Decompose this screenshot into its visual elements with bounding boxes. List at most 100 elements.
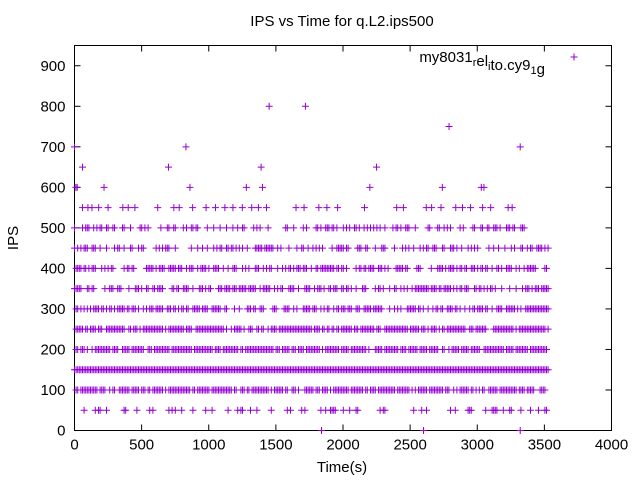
data-point [399,204,407,212]
x-tick-label: 0 [70,437,78,454]
y-tick-label: 900 [40,58,65,75]
data-point [171,406,179,414]
x-tick-label: 3000 [461,437,494,454]
data-point [426,224,434,232]
data-point [235,305,243,313]
data-point [71,143,78,151]
data-point [344,244,352,252]
data-point [203,244,211,252]
data-point [229,204,237,212]
data-point [378,305,386,313]
data-point [245,264,253,272]
data-point [211,204,219,212]
data-point [120,244,128,252]
data-point [438,183,446,191]
data-point [165,244,173,252]
data-point [391,244,398,252]
data-point [360,204,368,212]
data-point [371,244,379,252]
data-point [182,143,190,151]
data-point [80,406,88,414]
data-point [544,285,552,293]
data-point [511,244,518,252]
data-point [124,204,132,212]
data-point [139,244,147,252]
data-point [428,204,436,212]
data-point [352,285,360,293]
data-point [256,224,264,232]
data-point [279,285,286,293]
data-points [71,102,552,434]
data-point [384,264,392,272]
data-point [507,406,515,414]
data-point [410,406,418,414]
y-axis-label: IPS [5,226,22,250]
data-point [499,406,507,414]
data-point [543,345,550,353]
data-point [265,102,273,110]
x-tick-label: 2500 [393,437,426,454]
data-point [373,163,381,171]
data-point [71,224,78,232]
data-point [301,102,309,110]
data-point [318,427,326,434]
data-point [257,163,265,171]
data-point [164,163,172,171]
data-point [194,224,202,232]
data-point [482,325,490,333]
data-point [202,406,210,414]
data-point [127,224,134,232]
data-point [95,204,103,212]
data-point [432,244,440,252]
data-point [203,224,211,232]
data-point [243,244,251,252]
data-point [423,406,430,414]
y-tick-label: 0 [57,423,65,440]
data-point [295,386,302,394]
data-point [157,224,165,232]
data-point [323,204,331,212]
y-tick-label: 300 [40,301,65,318]
data-point [290,224,298,232]
data-point [96,244,104,252]
data-point [315,204,323,212]
legend-marker [570,53,578,61]
x-axis-label: Time(s) [317,459,367,476]
data-point [410,244,418,252]
data-point [420,427,428,434]
legend-marker-plus [570,53,578,61]
data-point [253,406,261,414]
data-point [73,183,81,191]
data-point [346,406,354,414]
y-tick-label: 500 [40,220,65,237]
data-point [128,244,136,252]
data-point [543,406,550,414]
data-point [331,406,339,414]
data-point [501,244,509,252]
data-point [381,406,389,414]
data-point [445,123,453,131]
data-point [159,285,166,293]
data-point [381,244,389,252]
data-point [458,204,466,212]
data-point [267,406,275,414]
data-point [411,224,419,232]
data-point [498,285,506,293]
data-point [111,224,118,232]
data-point [189,285,197,293]
y-tick-label: 700 [40,139,65,156]
data-point [171,224,179,232]
data-point [403,264,411,272]
data-point [178,406,186,414]
data-point [189,204,197,212]
data-point [487,204,495,212]
data-point [189,406,197,414]
data-point [354,406,362,414]
data-point [467,204,475,212]
data-point [238,204,246,212]
data-point [79,163,87,171]
data-point [207,285,214,293]
data-point [491,285,499,293]
data-point [366,183,374,191]
data-point [149,406,157,414]
